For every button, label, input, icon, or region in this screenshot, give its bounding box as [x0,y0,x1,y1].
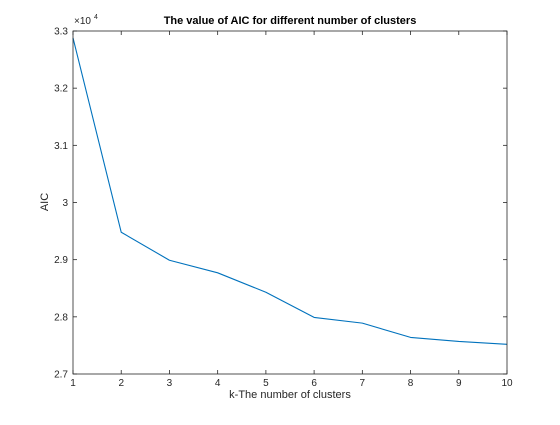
y-tick-label: 2.8 [54,312,68,323]
x-tick-label: 3 [167,378,173,389]
x-tick-label: 1 [70,378,76,389]
x-tick-label: 5 [263,378,269,389]
y-tick-label: 2.9 [54,255,68,266]
x-tick-label: 9 [456,378,462,389]
x-axis-label: k-The number of clusters [229,389,351,401]
chart-title: The value of AIC for different number of… [164,15,417,27]
x-tick-label: 8 [408,378,414,389]
x-tick-label: 2 [118,378,124,389]
y-tick-label: 3.3 [54,27,68,38]
y-tick-label: 3.1 [54,141,68,152]
x-tick-label: 10 [501,378,513,389]
plot-area [73,31,507,374]
y-axis-label: AIC [39,193,51,211]
x-tick-label: 7 [360,378,366,389]
x-tick-label: 6 [311,378,317,389]
y-tick-label: 3 [62,198,68,209]
y-tick-label: 2.7 [54,370,68,381]
y-exponent-base: ×10 [74,16,91,27]
y-exponent: ×10 4 [74,14,98,27]
y-tick-label: 3.2 [54,84,68,95]
x-tick-label: 4 [215,378,221,389]
y-exponent-power: 4 [94,14,98,21]
